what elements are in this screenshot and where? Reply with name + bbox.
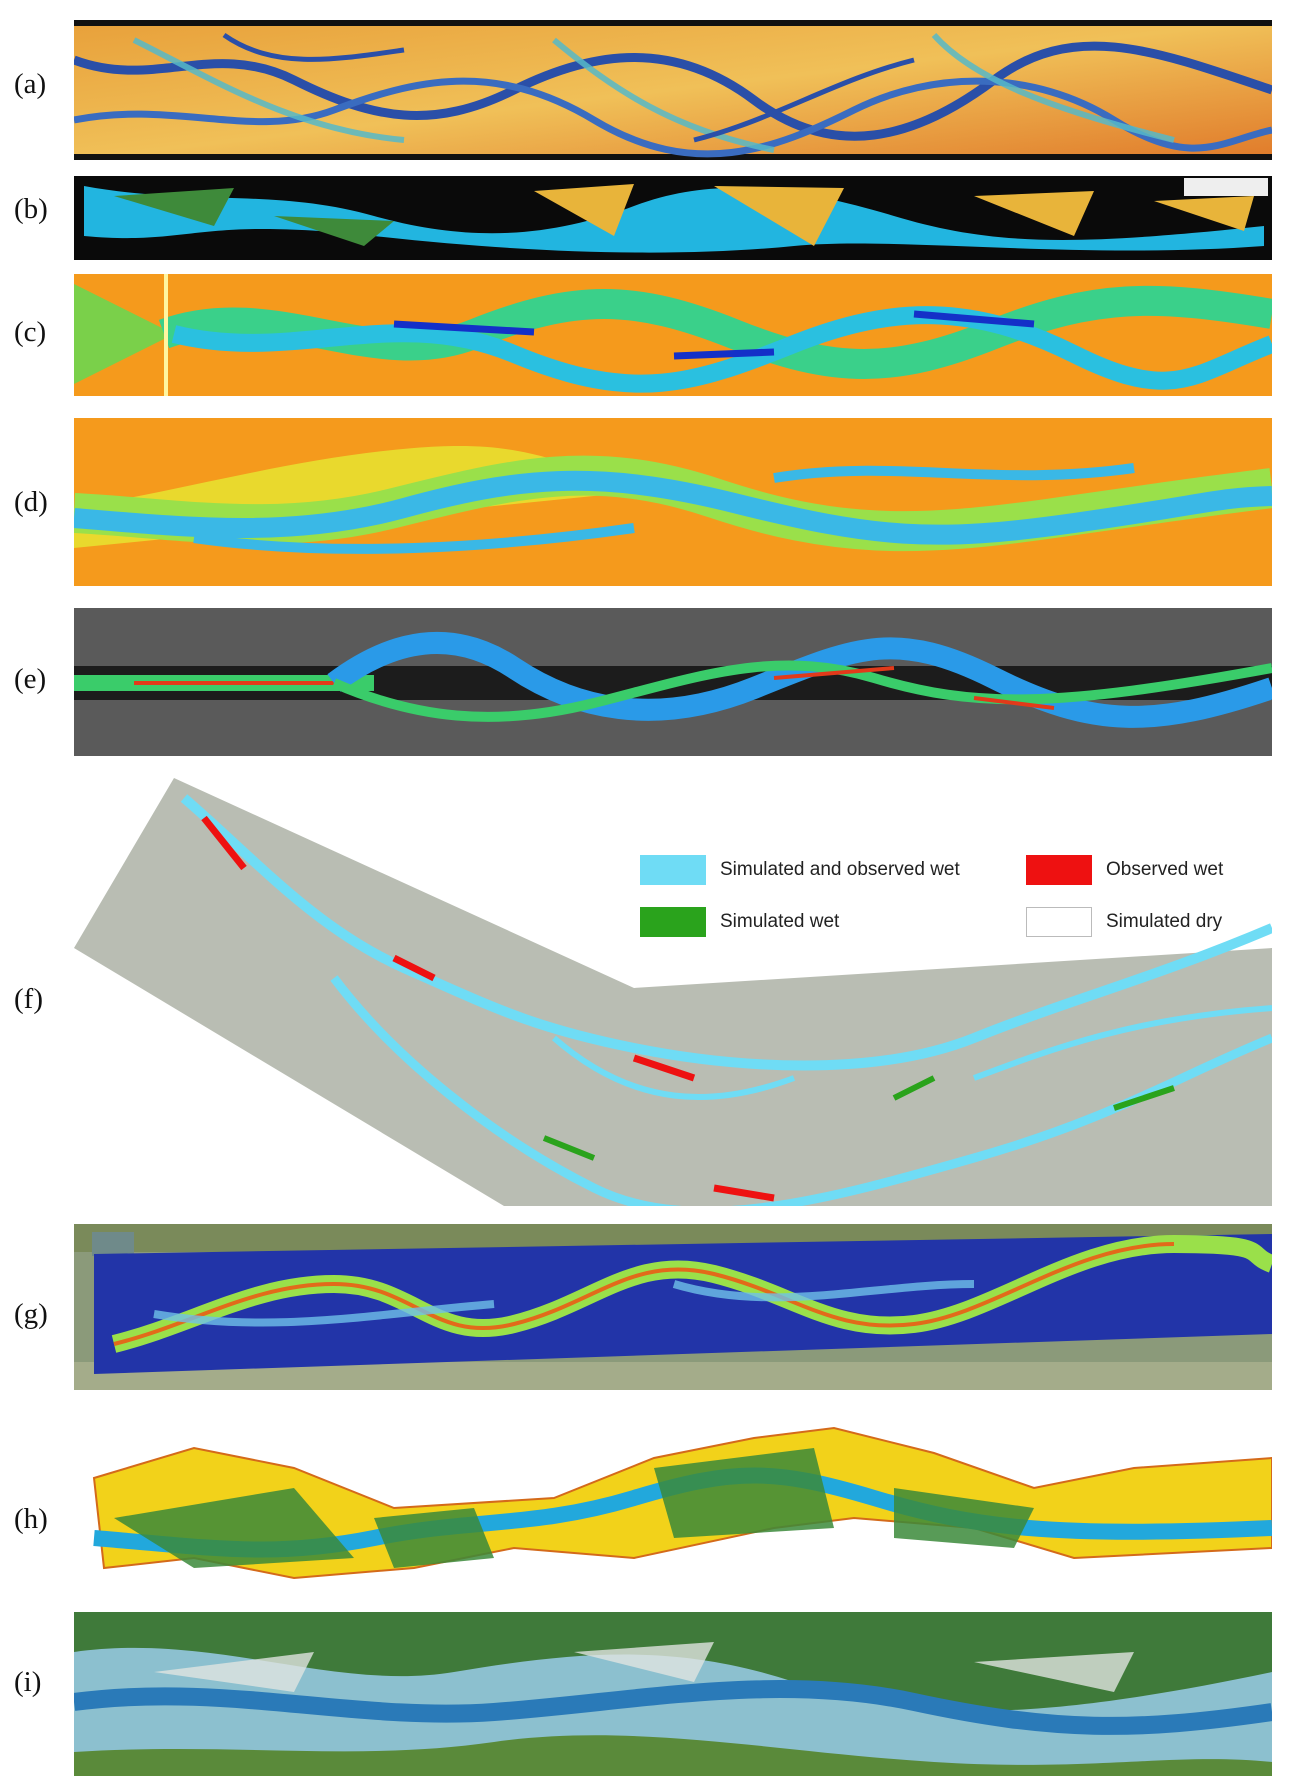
panel-g-image <box>74 1224 1272 1390</box>
panel-d-image <box>74 418 1272 586</box>
legend-swatch <box>640 907 706 937</box>
legend-label: Observed wet <box>1106 859 1224 880</box>
panel-a-image <box>74 20 1272 160</box>
panel-label-g: (g) <box>14 1298 48 1330</box>
panel-label-d: (d) <box>14 486 48 518</box>
legend-label: Simulated dry <box>1106 911 1223 932</box>
panel-label-e: (e) <box>14 663 47 695</box>
legend-swatch <box>1026 855 1092 885</box>
legend-label: Simulated wet <box>720 911 840 932</box>
panel-label-c: (c) <box>14 316 47 348</box>
panel-i-image <box>74 1612 1272 1776</box>
legend: Simulated and observed wet Observed wet … <box>640 855 1260 950</box>
legend-item: Simulated wet <box>640 907 839 937</box>
panel-label-i: (i) <box>14 1666 42 1698</box>
legend-swatch <box>640 855 706 885</box>
panel-label-h: (h) <box>14 1503 48 1535</box>
panel-label-a: (a) <box>14 68 47 100</box>
legend-item: Observed wet <box>1026 855 1223 885</box>
panel-b-image <box>74 176 1272 260</box>
panel-h-image <box>74 1408 1272 1596</box>
legend-item: Simulated and observed wet <box>640 855 960 885</box>
legend-swatch <box>1026 907 1092 937</box>
panel-c-image <box>74 274 1272 396</box>
legend-label: Simulated and observed wet <box>720 859 960 880</box>
panel-f-image <box>74 778 1272 1206</box>
legend-item: Simulated dry <box>1026 907 1222 937</box>
panel-e-image <box>74 608 1272 756</box>
panel-label-b: (b) <box>14 193 48 225</box>
panel-label-f: (f) <box>14 983 43 1015</box>
